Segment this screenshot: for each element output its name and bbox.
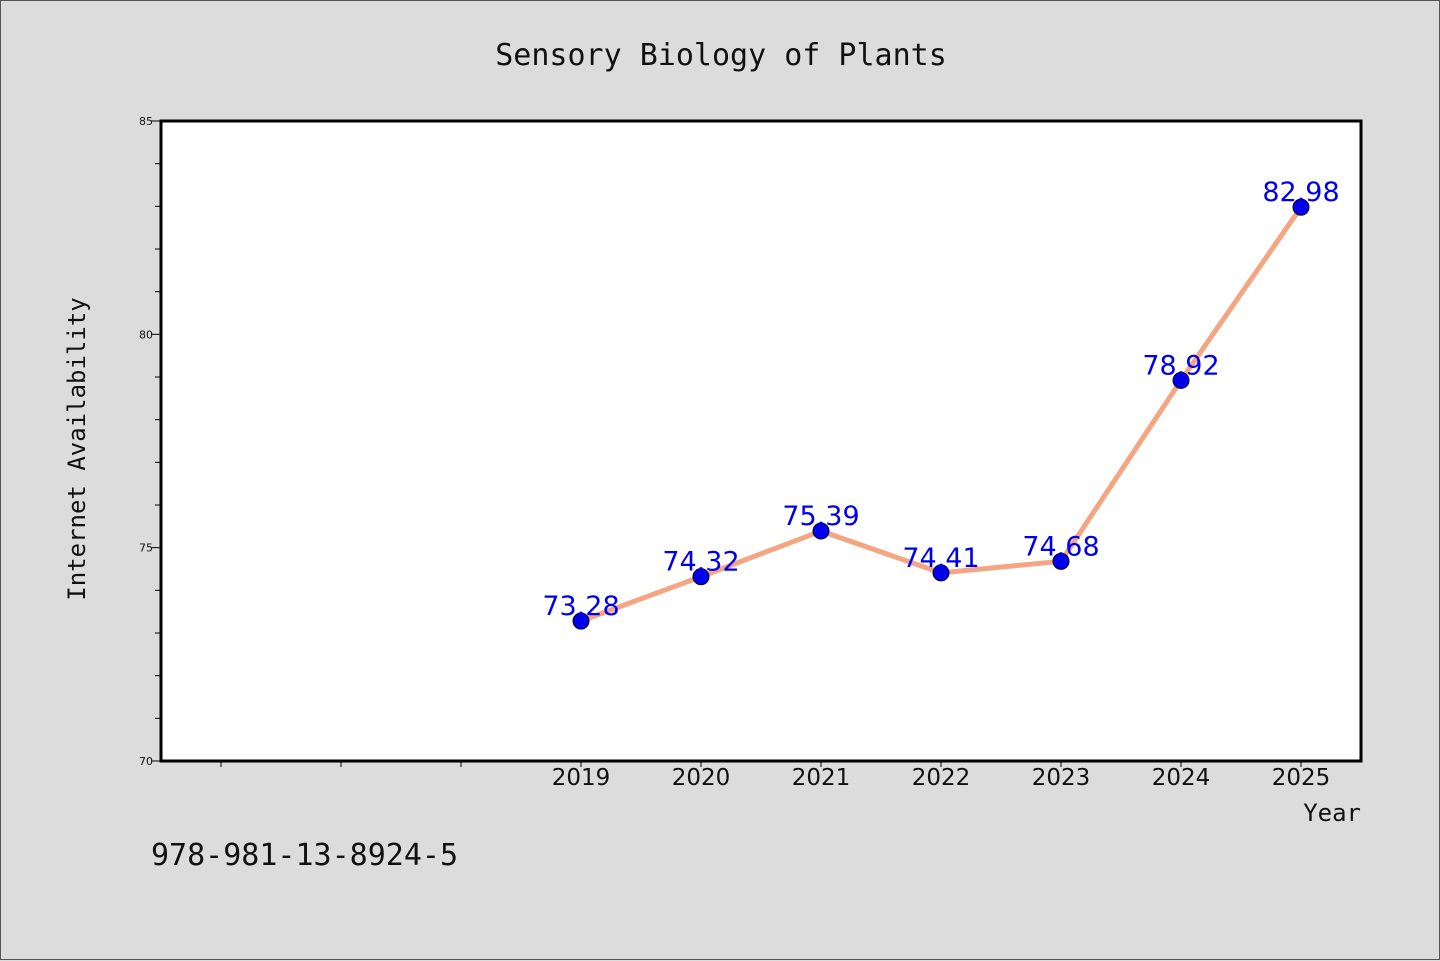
data-label: 75.39: [782, 501, 859, 532]
data-label: 74.68: [1022, 531, 1099, 562]
x-tick-label: 2023: [1032, 765, 1091, 791]
y-tick-label: 75: [139, 542, 153, 555]
data-label: 74.41: [902, 543, 979, 574]
series-line-layer: [572, 198, 1310, 630]
data-point: [1052, 552, 1070, 570]
data-point: [572, 612, 590, 630]
x-tick-label: 2019: [552, 765, 611, 791]
plot-area: [161, 121, 1361, 761]
data-label: 82.98: [1262, 177, 1339, 208]
data-point: [812, 522, 830, 540]
x-tick-label: 2025: [1272, 765, 1331, 791]
x-tick-label: 2021: [792, 765, 851, 791]
plot-border: [159, 119, 1363, 763]
y-tick-label: 70: [139, 755, 153, 768]
x-tick-label: 2020: [672, 765, 731, 791]
y-tick-label: 80: [139, 328, 153, 341]
isbn-annotation: 978-981-13-8924-5: [151, 838, 458, 873]
data-label-layer: 73.28 74.32 75.39 74.41 74.68 78.92 82.98: [542, 177, 1339, 622]
data-point: [1292, 198, 1310, 216]
y-axis-label: Internet Availability: [63, 297, 91, 600]
chart-title: Sensory Biology of Plants: [495, 38, 947, 73]
data-point: [932, 564, 950, 582]
data-label: 73.28: [542, 591, 619, 622]
data-point: [692, 568, 710, 586]
x-axis-label: Year: [1303, 799, 1361, 827]
x-tick-label: 2024: [1152, 765, 1211, 791]
data-label: 74.32: [662, 547, 739, 578]
data-point: [1172, 371, 1190, 389]
x-tick-label: 2022: [912, 765, 971, 791]
data-label: 78.92: [1142, 350, 1219, 381]
y-tick-label: 85: [139, 115, 153, 128]
